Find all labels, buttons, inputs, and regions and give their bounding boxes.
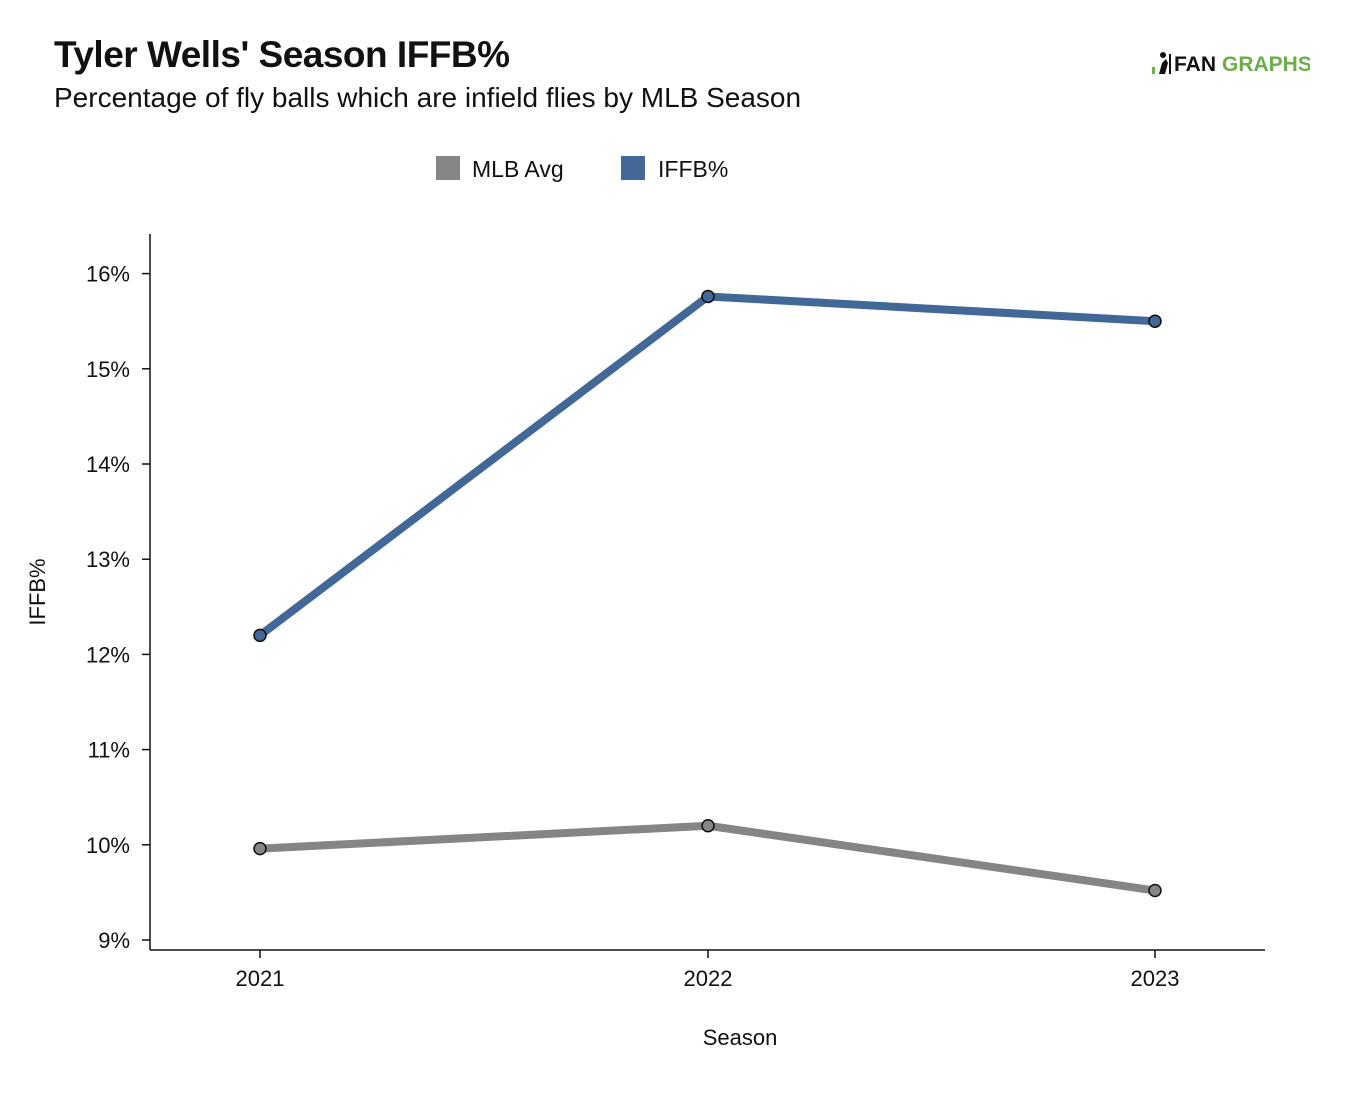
axes: 9% 10% 11% 12% 13% 14% 15% 16% 2021 2022 2023	[86, 234, 1265, 991]
y-tick-label: 10%	[86, 833, 130, 858]
y-tick-label: 14%	[86, 452, 130, 477]
data-point	[253, 841, 267, 856]
series-line	[256, 292, 1159, 640]
data-point	[253, 628, 267, 643]
x-tick-label: 2023	[1131, 966, 1180, 991]
x-tick-label: 2022	[684, 966, 733, 991]
y-tick-label: 15%	[86, 357, 130, 382]
x-tick-label: 2021	[236, 966, 285, 991]
chart-title: Tyler Wells' Season IFFB%	[54, 34, 510, 75]
y-tick-label: 11%	[88, 738, 130, 763]
data-point	[1148, 883, 1162, 898]
y-tick-label: 9%	[98, 928, 130, 953]
data-point	[701, 289, 715, 304]
x-axis-label: Season	[703, 1025, 778, 1050]
series-layer	[253, 289, 1162, 898]
data-point	[1148, 314, 1162, 328]
data-point	[701, 819, 715, 833]
legend: MLB Avg IFFB%	[436, 156, 728, 182]
logo-text-graphs: GRAPHS	[1222, 53, 1310, 76]
y-tick-label: 16%	[86, 262, 130, 287]
legend-swatch	[621, 156, 645, 180]
logo-batter-icon	[1152, 52, 1171, 74]
series-iffb-	[253, 289, 1162, 643]
series-mlb-avg	[253, 819, 1162, 898]
chart-subtitle: Percentage of fly balls which are infiel…	[54, 82, 802, 113]
legend-label: MLB Avg	[472, 156, 564, 182]
series-line	[256, 821, 1159, 895]
fangraphs-logo: FAN GRAPHS	[1152, 52, 1310, 76]
legend-swatch	[436, 156, 460, 180]
legend-label: IFFB%	[658, 156, 728, 182]
logo-text-fan: FAN	[1174, 53, 1216, 76]
y-axis-label: IFFB%	[25, 558, 50, 625]
y-tick-label: 12%	[86, 642, 130, 667]
y-tick-label: 13%	[86, 547, 130, 572]
